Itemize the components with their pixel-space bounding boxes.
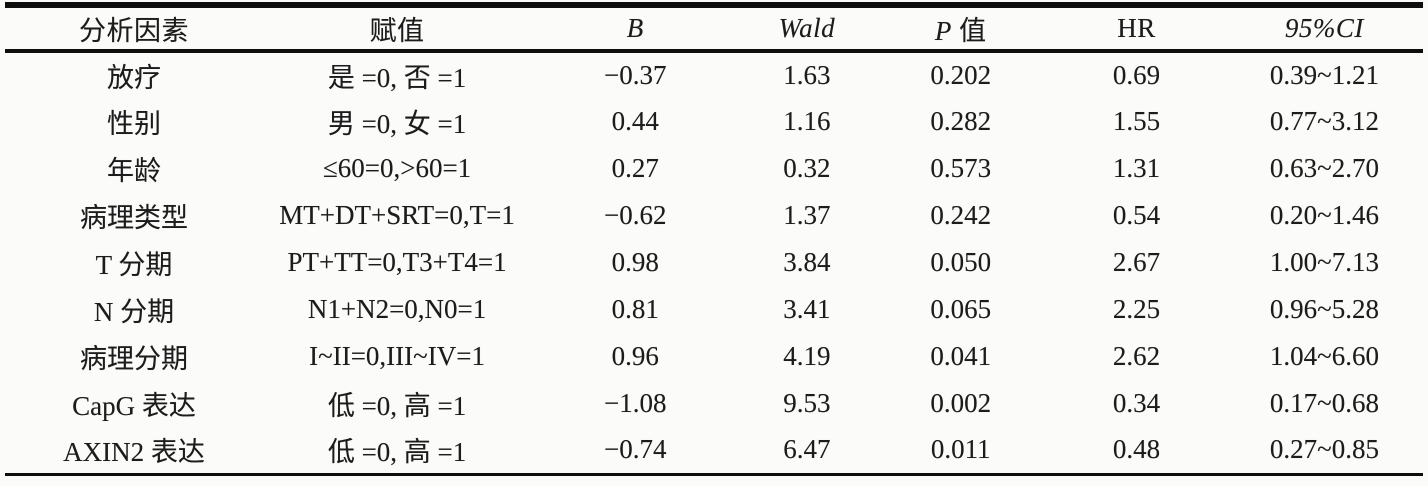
cell-ci: 0.96~5.28 — [1269, 294, 1379, 324]
cell-factor: 放疗 — [107, 63, 162, 93]
cell-factor: 性别 — [107, 109, 162, 139]
cell-b: 0.96 — [611, 341, 659, 371]
cell-wald: 1.16 — [783, 106, 831, 136]
cell-hr: 0.54 — [1112, 200, 1161, 230]
header-assignment: 赋值 — [369, 16, 425, 46]
header-p-value: P 值 — [874, 5, 1047, 51]
cell-ci: 0.27~0.85 — [1269, 434, 1379, 465]
cell-assignment: 低 =0, 高 =1 — [327, 437, 467, 468]
cell-b: −0.37 — [604, 60, 667, 90]
cell-ci: 0.17~0.68 — [1269, 388, 1379, 418]
table-row: 放疗 是 =0, 否 =1 −0.37 1.63 0.202 0.69 0.39… — [5, 51, 1423, 98]
cell-assignment: MT+DT+SRT=0,T=1 — [279, 200, 515, 230]
header-wald: Wald — [778, 13, 836, 43]
table-row: AXIN2 表达 低 =0, 高 =1 −0.74 6.47 0.011 0.4… — [5, 427, 1423, 474]
cell-wald: 1.63 — [783, 60, 831, 90]
cell-assignment: 男 =0, 女 =1 — [327, 109, 467, 139]
table-row: N 分期 N1+N2=0,N0=1 0.81 3.41 0.065 2.25 0… — [5, 286, 1423, 333]
cell-p: 0.041 — [930, 341, 992, 371]
cell-ci: 0.39~1.21 — [1269, 60, 1379, 90]
cell-hr: 2.67 — [1112, 247, 1161, 277]
table-row: CapG 表达 低 =0, 高 =1 −1.08 9.53 0.002 0.34… — [5, 380, 1423, 427]
cell-assignment: I~II=0,III~IV=1 — [309, 341, 485, 371]
cell-wald: 1.37 — [783, 200, 831, 230]
cell-hr: 2.62 — [1112, 341, 1161, 371]
header-factor: 分析因素 — [79, 16, 190, 46]
cell-hr: 1.55 — [1112, 106, 1161, 136]
cell-wald: 3.41 — [783, 294, 831, 324]
cell-p: 0.011 — [930, 434, 991, 465]
cell-wald: 0.32 — [783, 153, 831, 183]
cell-wald: 3.84 — [783, 247, 831, 277]
cell-b: −0.62 — [604, 200, 667, 230]
header-p-suffix: 值 — [951, 16, 987, 46]
cell-hr: 1.31 — [1112, 153, 1161, 183]
header-b: B — [626, 13, 644, 43]
cell-p: 0.573 — [930, 153, 992, 183]
table-row: 性别 男 =0, 女 =1 0.44 1.16 0.282 1.55 0.77~… — [5, 98, 1423, 145]
regression-table: 分析因素 赋值 B Wald P 值 HR 95%CI 放疗 是 =0, 否 =… — [5, 2, 1423, 476]
header-p-symbol: P — [934, 16, 952, 46]
table-row: 病理类型 MT+DT+SRT=0,T=1 −0.62 1.37 0.242 0.… — [5, 192, 1423, 239]
cell-p: 0.050 — [930, 247, 992, 277]
cell-wald: 4.19 — [783, 341, 831, 371]
table-row: T 分期 PT+TT=0,T3+T4=1 0.98 3.84 0.050 2.6… — [5, 239, 1423, 286]
cell-factor: AXIN2 表达 — [63, 437, 205, 468]
cell-p: 0.282 — [930, 106, 992, 136]
table-row: 病理分期 I~II=0,III~IV=1 0.96 4.19 0.041 2.6… — [5, 333, 1423, 380]
cell-wald: 9.53 — [783, 388, 831, 418]
cell-factor: 病理分期 — [80, 344, 189, 374]
cell-b: −1.08 — [604, 388, 667, 418]
cell-factor: N 分期 — [93, 297, 175, 327]
cell-assignment: N1+N2=0,N0=1 — [307, 294, 487, 324]
cell-p: 0.202 — [930, 60, 992, 90]
cell-ci: 0.77~3.12 — [1269, 106, 1379, 136]
cell-p: 0.002 — [930, 388, 992, 418]
cell-factor: 病理类型 — [80, 203, 189, 233]
cell-hr: 0.48 — [1112, 434, 1161, 465]
cell-assignment: 低 =0, 高 =1 — [327, 391, 467, 421]
cell-hr: 0.34 — [1112, 388, 1161, 418]
cell-b: 0.27 — [611, 153, 659, 183]
cell-b: 0.44 — [611, 106, 659, 136]
cell-wald: 6.47 — [783, 434, 831, 465]
cell-b: 0.98 — [611, 247, 659, 277]
cell-ci: 1.00~7.13 — [1269, 247, 1379, 277]
cell-factor: 年龄 — [107, 156, 162, 186]
cell-p: 0.065 — [930, 294, 992, 324]
cell-factor: T 分期 — [95, 250, 173, 280]
cell-hr: 0.69 — [1112, 60, 1161, 90]
cell-assignment: ≤60=0,>60=1 — [322, 153, 472, 183]
cell-p: 0.242 — [930, 200, 992, 230]
cell-b: 0.81 — [611, 294, 659, 324]
header-hr: HR — [1117, 13, 1156, 43]
cell-hr: 2.25 — [1112, 294, 1161, 324]
header-ci: 95%CI — [1284, 13, 1364, 43]
cell-ci: 1.04~6.60 — [1269, 341, 1379, 371]
cell-b: −0.74 — [604, 434, 667, 465]
cell-assignment: 是 =0, 否 =1 — [327, 63, 467, 93]
cell-assignment: PT+TT=0,T3+T4=1 — [287, 247, 507, 277]
cell-ci: 0.63~2.70 — [1269, 153, 1379, 183]
cell-ci: 0.20~1.46 — [1269, 200, 1379, 230]
table-row: 年龄 ≤60=0,>60=1 0.27 0.32 0.573 1.31 0.63… — [5, 145, 1423, 192]
cell-factor: CapG 表达 — [72, 391, 196, 421]
table-header-row: 分析因素 赋值 B Wald P 值 HR 95%CI — [5, 5, 1423, 51]
